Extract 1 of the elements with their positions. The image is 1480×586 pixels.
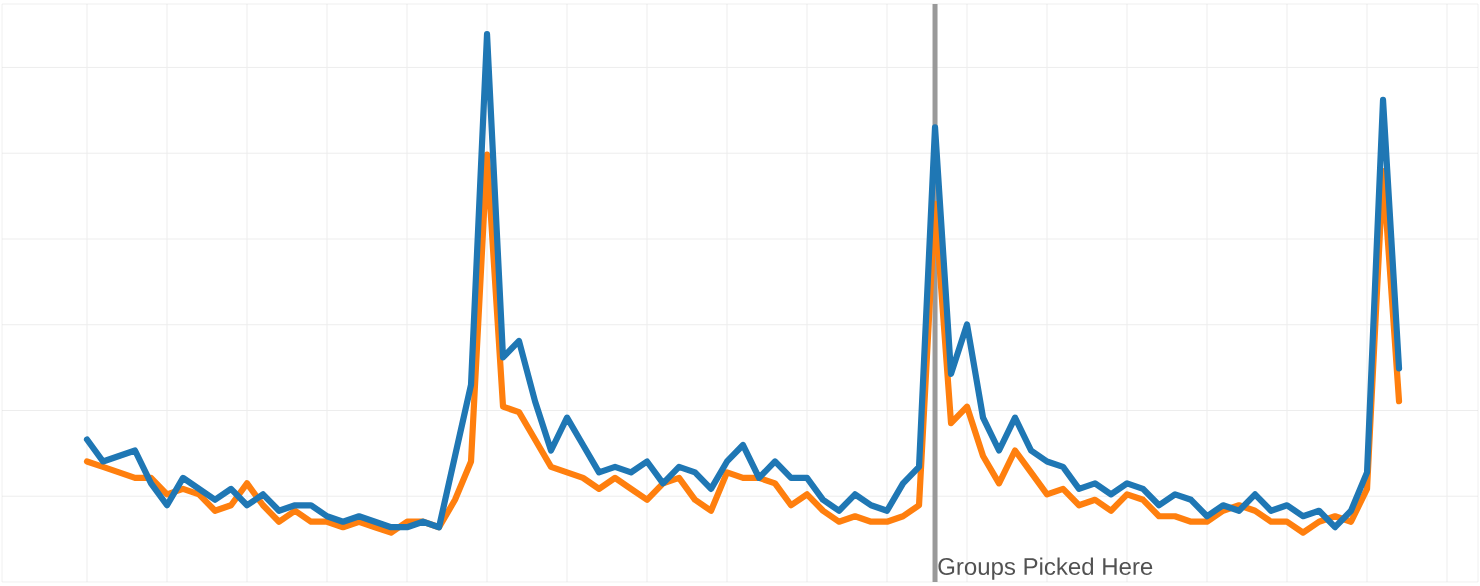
annotation: Groups Picked Here [938,557,1153,580]
